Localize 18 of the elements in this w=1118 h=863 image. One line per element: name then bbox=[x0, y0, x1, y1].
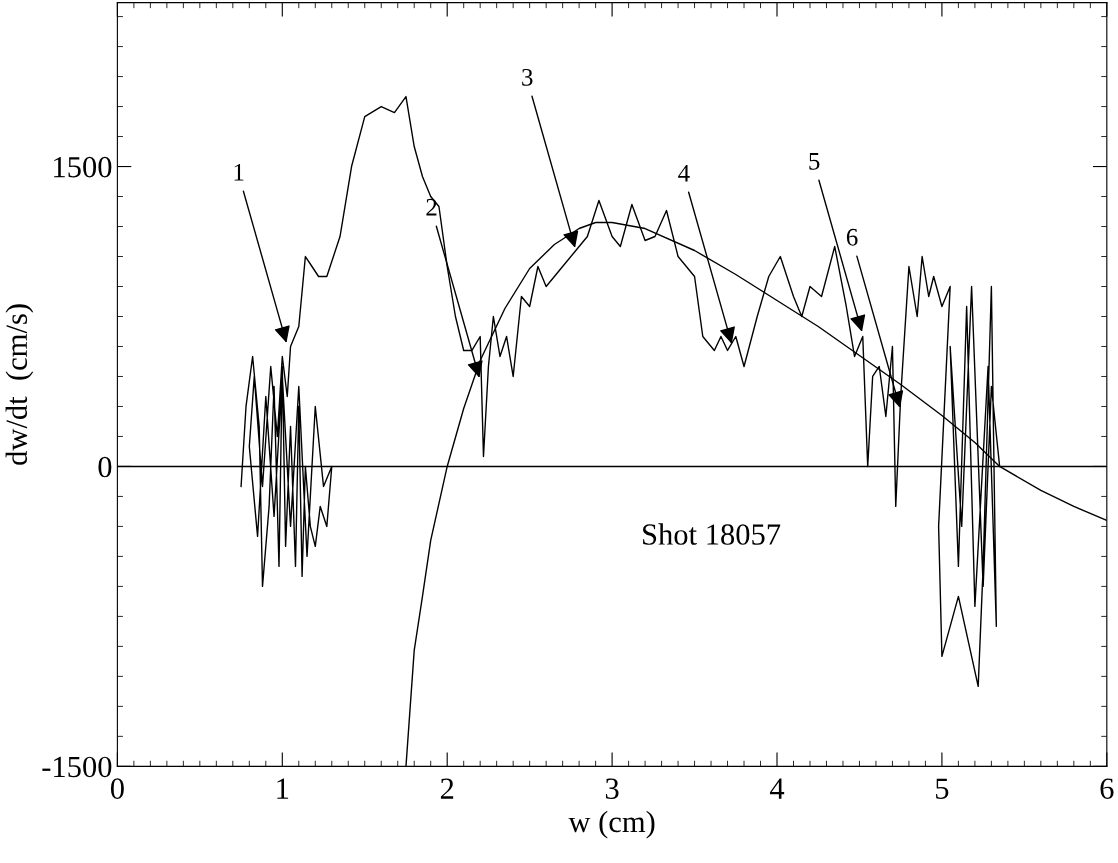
annotation: 6 bbox=[846, 228, 858, 246]
y-tick-label: -1500 bbox=[42, 756, 112, 778]
annotation: 4 bbox=[678, 164, 690, 182]
annotation: Shot 18057 bbox=[643, 523, 781, 545]
x-tick-label: 2 bbox=[440, 778, 454, 799]
x-tick-label: 5 bbox=[936, 778, 949, 799]
annotation: 5 bbox=[809, 153, 820, 170]
x-axis-title: w (cm) bbox=[568, 810, 655, 839]
annotation: 2 bbox=[426, 198, 437, 216]
x-tick-label: 4 bbox=[769, 778, 785, 799]
y-tick-label: 0 bbox=[98, 456, 112, 478]
y-tick-label: 1500 bbox=[54, 156, 112, 178]
x-tick-label: 6 bbox=[1100, 778, 1114, 799]
x-tick-label: 3 bbox=[605, 778, 619, 799]
x-tick-label: 1 bbox=[277, 778, 289, 799]
annotation: 1 bbox=[234, 163, 244, 181]
annotation: 3 bbox=[522, 68, 533, 86]
y-axis-title: dw/dt (cm/s) bbox=[5, 304, 34, 465]
